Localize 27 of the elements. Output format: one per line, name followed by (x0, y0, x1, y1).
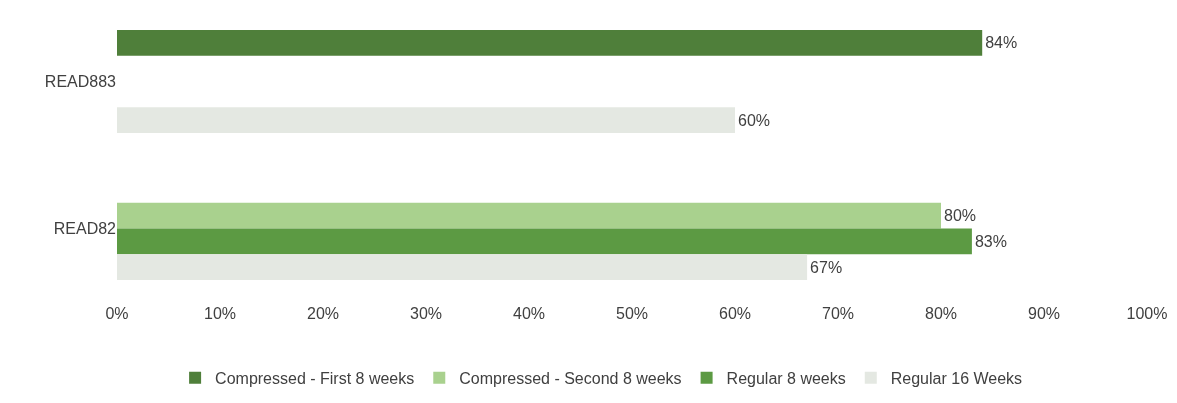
x-tick-label: 60% (718, 305, 752, 322)
x-tick-label: 100% (1126, 305, 1168, 322)
bar (117, 202, 941, 229)
bar (117, 107, 735, 133)
x-tick-label: 30% (409, 305, 443, 322)
legend-label: Compressed - Second 8 weeks (459, 369, 682, 387)
data-label: 83% (974, 232, 1007, 250)
x-tick-label: 20% (306, 305, 340, 322)
bar (117, 30, 983, 56)
x-tick-label: 10% (203, 305, 237, 322)
data-label: 80% (944, 207, 977, 225)
x-tick-label: 70% (821, 305, 855, 322)
legend-label: Compressed - First 8 weeks (215, 369, 415, 387)
bar (117, 228, 972, 255)
y-tick-label: READ883 (44, 73, 117, 91)
data-label: 60% (738, 111, 771, 129)
x-tick-label: 90% (1027, 305, 1061, 322)
x-tick-label: 80% (924, 305, 958, 322)
x-tick-label: 0% (105, 305, 129, 322)
legend-label: Regular 8 weeks (726, 369, 846, 387)
data-label: 84% (985, 34, 1018, 52)
legend-label: Regular 16 Weeks (890, 369, 1023, 387)
y-tick-label: READ82 (53, 220, 117, 238)
data-label: 67% (810, 258, 843, 276)
x-tick-label: 40% (512, 305, 546, 322)
bar (117, 254, 808, 280)
x-tick-label: 50% (615, 305, 649, 322)
